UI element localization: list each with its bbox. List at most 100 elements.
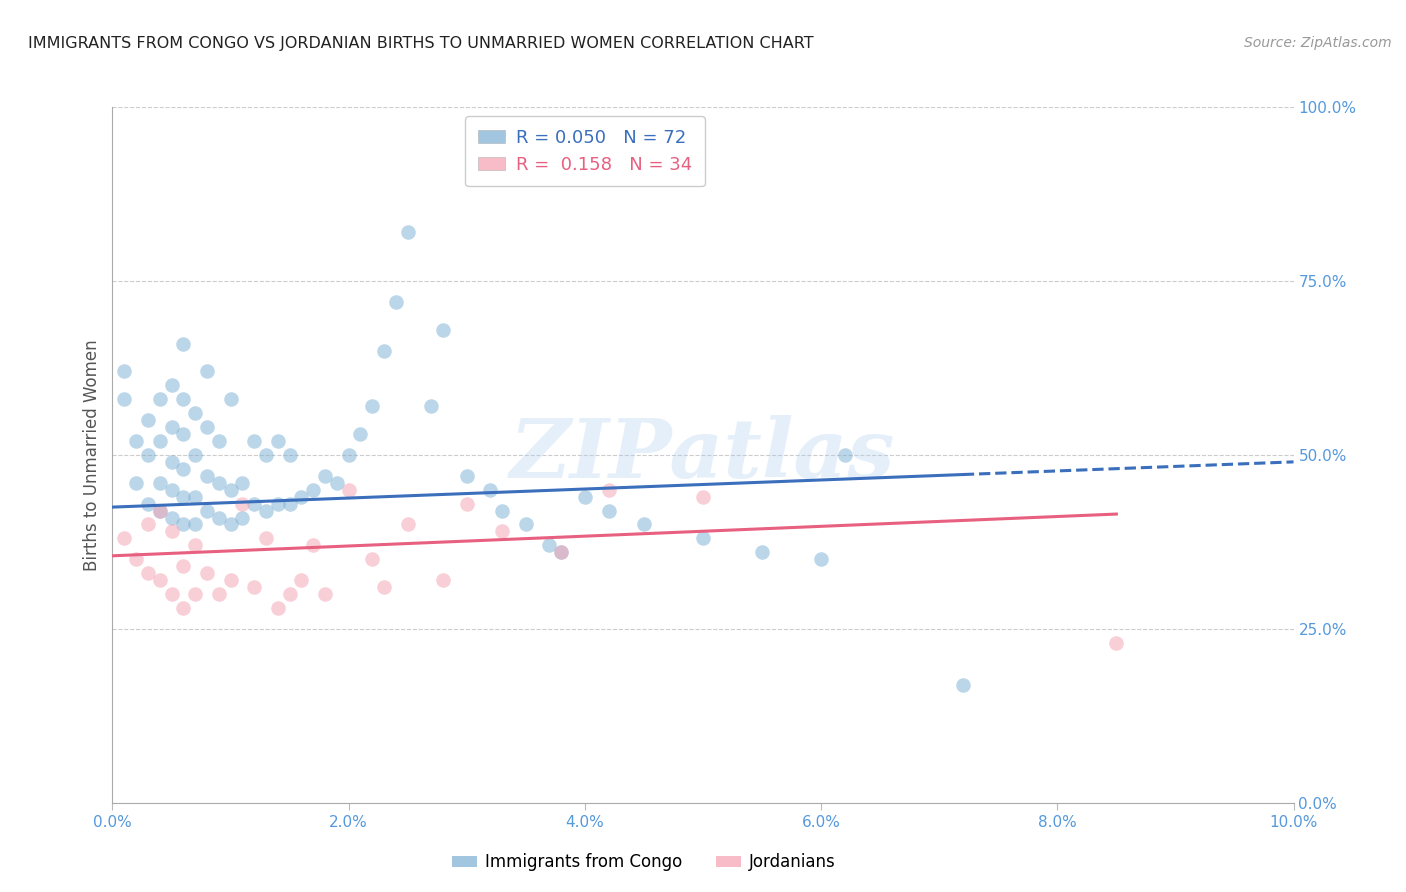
Point <box>1105 636 1128 650</box>
Point <box>195 566 218 581</box>
Point <box>195 503 218 517</box>
Point <box>952 677 974 691</box>
Point <box>219 392 242 407</box>
Point <box>195 420 218 434</box>
Point <box>491 524 513 539</box>
Text: IMMIGRANTS FROM CONGO VS JORDANIAN BIRTHS TO UNMARRIED WOMEN CORRELATION CHART: IMMIGRANTS FROM CONGO VS JORDANIAN BIRTH… <box>28 36 814 51</box>
Point <box>326 475 349 490</box>
Point <box>160 455 183 469</box>
Point <box>751 545 773 559</box>
Point <box>385 294 408 309</box>
Point <box>396 517 419 532</box>
Point <box>396 225 419 239</box>
Point <box>172 490 194 504</box>
Point <box>314 468 336 483</box>
Point <box>420 399 443 413</box>
Point <box>373 343 395 358</box>
Point <box>278 587 301 601</box>
Point <box>125 552 148 566</box>
Point <box>160 420 183 434</box>
Point <box>208 475 231 490</box>
Point <box>254 532 277 546</box>
Point <box>172 392 194 407</box>
Text: Source: ZipAtlas.com: Source: ZipAtlas.com <box>1244 36 1392 50</box>
Point <box>267 601 290 615</box>
Point <box>136 497 159 511</box>
Point <box>112 364 135 378</box>
Legend: Immigrants from Congo, Jordanians: Immigrants from Congo, Jordanians <box>446 847 842 878</box>
Point <box>172 601 194 615</box>
Point <box>208 587 231 601</box>
Point <box>172 336 194 351</box>
Point <box>633 517 655 532</box>
Point <box>373 580 395 594</box>
Point <box>361 552 384 566</box>
Point <box>302 483 325 497</box>
Point <box>302 538 325 552</box>
Point <box>290 490 312 504</box>
Point <box>184 406 207 420</box>
Point <box>149 475 172 490</box>
Point <box>184 517 207 532</box>
Point <box>136 413 159 427</box>
Text: ZIPatlas: ZIPatlas <box>510 415 896 495</box>
Point <box>479 483 502 497</box>
Point <box>810 552 832 566</box>
Point <box>550 545 572 559</box>
Point <box>184 490 207 504</box>
Point <box>160 483 183 497</box>
Point <box>136 566 159 581</box>
Point <box>160 510 183 524</box>
Point <box>112 392 135 407</box>
Point <box>598 503 620 517</box>
Point <box>314 587 336 601</box>
Point <box>195 468 218 483</box>
Point <box>160 524 183 539</box>
Point <box>692 532 714 546</box>
Point <box>125 475 148 490</box>
Point <box>231 497 253 511</box>
Point <box>184 538 207 552</box>
Point <box>112 532 135 546</box>
Point <box>172 559 194 574</box>
Point <box>208 434 231 448</box>
Point <box>136 517 159 532</box>
Point <box>184 448 207 462</box>
Point <box>432 573 454 587</box>
Point <box>172 517 194 532</box>
Point <box>278 497 301 511</box>
Point <box>834 448 856 462</box>
Point <box>219 483 242 497</box>
Point <box>160 378 183 392</box>
Point <box>149 503 172 517</box>
Point <box>456 497 478 511</box>
Point <box>231 475 253 490</box>
Point <box>574 490 596 504</box>
Point <box>125 434 148 448</box>
Point <box>337 483 360 497</box>
Point <box>184 587 207 601</box>
Point <box>432 323 454 337</box>
Point <box>149 392 172 407</box>
Point <box>219 517 242 532</box>
Point <box>136 448 159 462</box>
Y-axis label: Births to Unmarried Women: Births to Unmarried Women <box>83 339 101 571</box>
Point <box>267 434 290 448</box>
Point <box>550 545 572 559</box>
Point <box>254 448 277 462</box>
Point <box>149 573 172 587</box>
Point <box>349 427 371 442</box>
Point <box>160 587 183 601</box>
Point <box>149 503 172 517</box>
Point <box>337 448 360 462</box>
Point <box>361 399 384 413</box>
Point <box>267 497 290 511</box>
Point <box>290 573 312 587</box>
Point <box>243 497 266 511</box>
Point <box>231 510 253 524</box>
Point <box>538 538 561 552</box>
Point <box>278 448 301 462</box>
Point <box>692 490 714 504</box>
Point <box>195 364 218 378</box>
Point <box>172 427 194 442</box>
